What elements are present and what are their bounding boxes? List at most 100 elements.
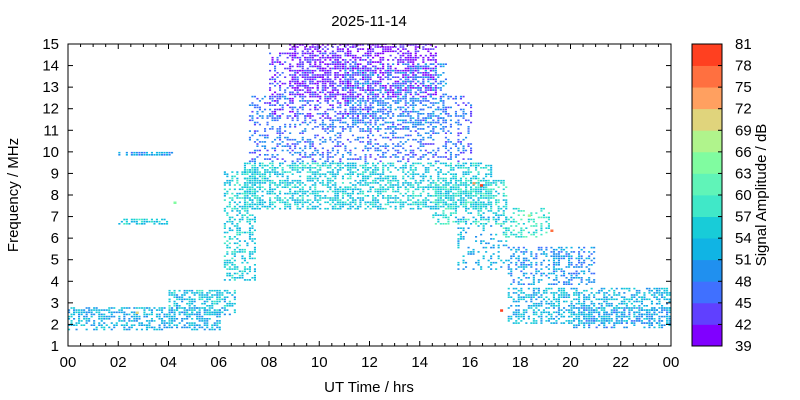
signal-cell [246, 220, 249, 223]
signal-cell [402, 46, 405, 48]
signal-cell [429, 207, 432, 210]
signal-cell [452, 197, 455, 199]
signal-cell [201, 298, 204, 301]
signal-cell [512, 218, 515, 221]
signal-cell [125, 307, 128, 309]
signal-cell [186, 311, 189, 314]
signal-cell [238, 231, 241, 234]
signal-cell [374, 67, 377, 70]
signal-cell [296, 72, 299, 74]
signal-cell [349, 149, 352, 152]
signal-cell [253, 177, 256, 180]
signal-cell [374, 65, 377, 68]
signal-cell [344, 89, 347, 91]
signal-cell [505, 205, 508, 208]
signal-cell [238, 240, 241, 242]
signal-cell [482, 195, 485, 197]
signal-cell [439, 74, 442, 76]
signal-cell [404, 186, 407, 188]
signal-cell [326, 87, 329, 89]
signal-cell [409, 173, 412, 175]
signal-cell [517, 214, 520, 216]
signal-cell [274, 156, 277, 158]
signal-cell [301, 97, 304, 100]
signal-cell [211, 294, 214, 296]
signal-cell [206, 322, 209, 324]
signal-cell [454, 154, 457, 156]
signal-cell [349, 126, 352, 128]
signal-cell [256, 186, 259, 188]
signal-cell [331, 173, 334, 175]
signal-cell [457, 227, 460, 229]
signal-cell [326, 151, 329, 154]
signal-cell [329, 138, 332, 141]
signal-cell [133, 318, 136, 320]
signal-cell [168, 318, 171, 320]
signal-cell [178, 305, 181, 307]
signal-cell [402, 110, 405, 113]
signal-cell [472, 177, 475, 180]
signal-cell [243, 199, 246, 201]
signal-cell [437, 218, 440, 221]
signal-cell [319, 56, 322, 59]
signal-cell [367, 93, 370, 96]
signal-cell [233, 253, 236, 255]
signal-cell [271, 190, 274, 193]
signal-cell [301, 164, 304, 167]
signal-cell [429, 48, 432, 50]
signal-cell [465, 119, 468, 122]
signal-cell [100, 315, 103, 318]
signal-cell [442, 173, 445, 175]
signal-cell [354, 188, 357, 191]
signal-cell [294, 46, 297, 48]
signal-cell [289, 74, 292, 76]
signal-cell [409, 182, 412, 184]
signal-cell [304, 52, 307, 55]
signal-cell [419, 65, 422, 68]
signal-cell [191, 289, 194, 292]
signal-cell [186, 313, 189, 316]
signal-cell [85, 322, 88, 324]
signal-cell [505, 259, 508, 262]
signal-cell [422, 78, 425, 81]
signal-cell [289, 115, 292, 117]
signal-cell [339, 164, 342, 167]
signal-cell [279, 74, 282, 76]
signal-cell [223, 307, 226, 309]
signal-cell [359, 87, 362, 89]
signal-cell [465, 201, 468, 204]
signal-cell [198, 326, 201, 329]
signal-cell [477, 201, 480, 204]
signal-cell [223, 171, 226, 173]
signal-cell [236, 203, 239, 206]
signal-cell [324, 97, 327, 100]
signal-cell [404, 82, 407, 85]
signal-cell [115, 322, 118, 324]
signal-cell [291, 78, 294, 81]
signal-cell [490, 201, 493, 204]
signal-cell [253, 171, 256, 173]
signal-cell [444, 113, 447, 115]
signal-cell [424, 97, 427, 100]
signal-cell [475, 218, 478, 221]
signal-cell [404, 115, 407, 117]
signal-cell [173, 309, 176, 311]
signal-cell [432, 115, 435, 117]
signal-cell [412, 151, 415, 154]
signal-cell [329, 67, 332, 70]
signal-cell [329, 63, 332, 65]
signal-cell [349, 102, 352, 104]
signal-cell [434, 108, 437, 111]
signal-cell [319, 113, 322, 115]
signal-cell [311, 128, 314, 130]
signal-cell [432, 216, 435, 219]
signal-cell [261, 173, 264, 175]
signal-cell [362, 72, 365, 74]
signal-cell [379, 85, 382, 87]
signal-cell [392, 147, 395, 150]
signal-cell [449, 115, 452, 117]
signal-cell [253, 167, 256, 169]
signal-cell [236, 207, 239, 210]
signal-cell [374, 147, 377, 150]
signal-cell [236, 251, 239, 253]
